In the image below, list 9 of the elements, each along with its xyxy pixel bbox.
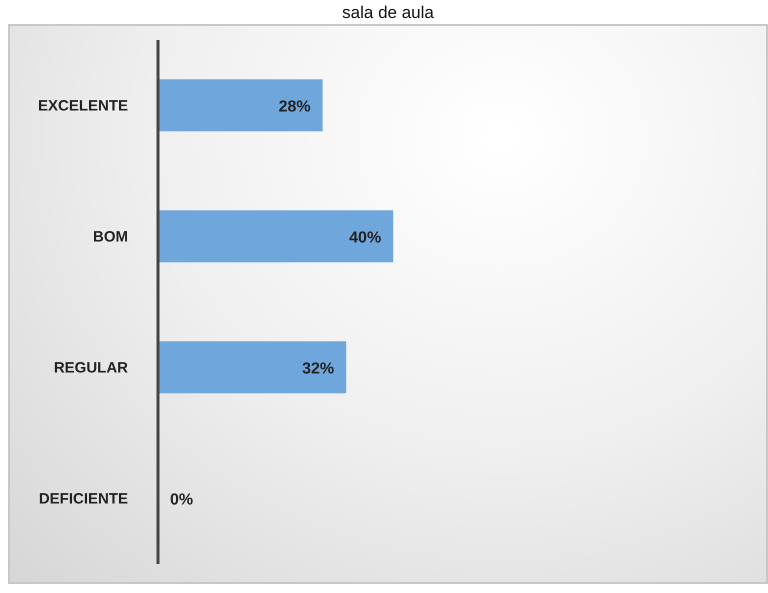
y-tick-label: REGULAR [54, 360, 128, 376]
data-label: 28% [278, 98, 311, 116]
data-label: 0% [170, 491, 194, 508]
data-label: 32% [302, 360, 334, 378]
y-tick-label: EXCELENTE [38, 98, 128, 114]
data-label: 40% [349, 229, 382, 246]
y-tick-label: BOM [93, 228, 128, 246]
chart-title: sala de aula [341, 2, 435, 24]
y-tick-label: DEFICIENTE [38, 490, 128, 508]
